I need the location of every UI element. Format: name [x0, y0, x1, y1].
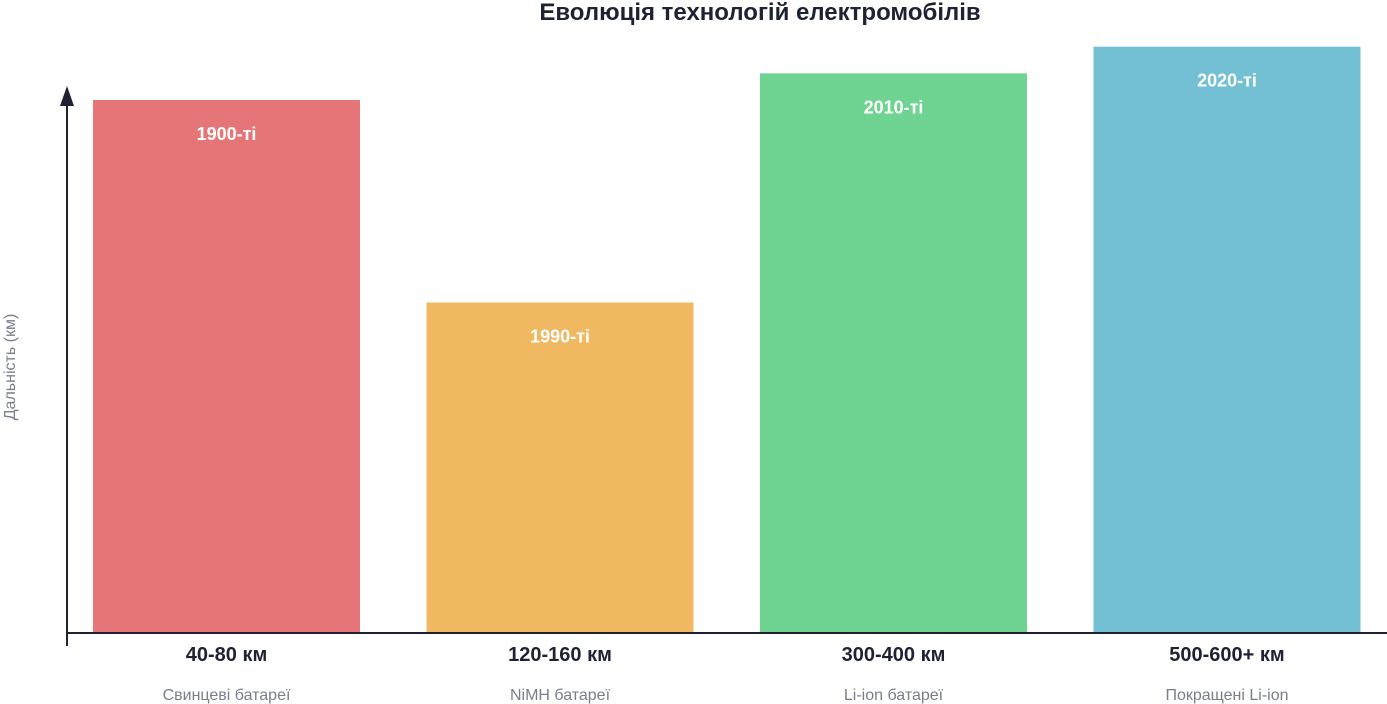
bar-label-1: 1900-ті [197, 124, 257, 144]
technology-label-4: Покращені Li-ion [1165, 687, 1288, 704]
bars-group: 1900-ті 1990-ті 2010-ті 2020-ті [93, 46, 1361, 634]
technology-label-2: NiMH батареї [510, 687, 611, 704]
range-label-3: 300-400 км [842, 644, 946, 666]
axes-group [60, 86, 1387, 646]
range-label-1: 40-80 км [186, 644, 268, 666]
range-label-2: 120-160 км [508, 644, 612, 666]
x-labels-group: 40-80 км Свинцеві батареї 120-160 км NiMH б… [163, 644, 1289, 704]
bar-2 [426, 302, 694, 633]
technology-label-1: Свинцеві батареї [163, 687, 291, 704]
bar-1 [93, 100, 360, 633]
y-axis-label: Дальність (км) [2, 314, 19, 421]
technology-label-3: Li-ion батареї [844, 687, 944, 704]
range-label-4: 500-600+ км [1169, 644, 1284, 666]
y-axis-arrow [60, 86, 74, 106]
bar-3 [760, 73, 1027, 634]
bar-label-3: 2010-ті [864, 97, 924, 117]
chart-title: Еволюція технологій електромобілів [539, 0, 980, 26]
bar-label-4: 2020-ті [1197, 71, 1257, 91]
bar-4 [1093, 46, 1361, 633]
bar-label-2: 1990-ті [530, 327, 590, 347]
